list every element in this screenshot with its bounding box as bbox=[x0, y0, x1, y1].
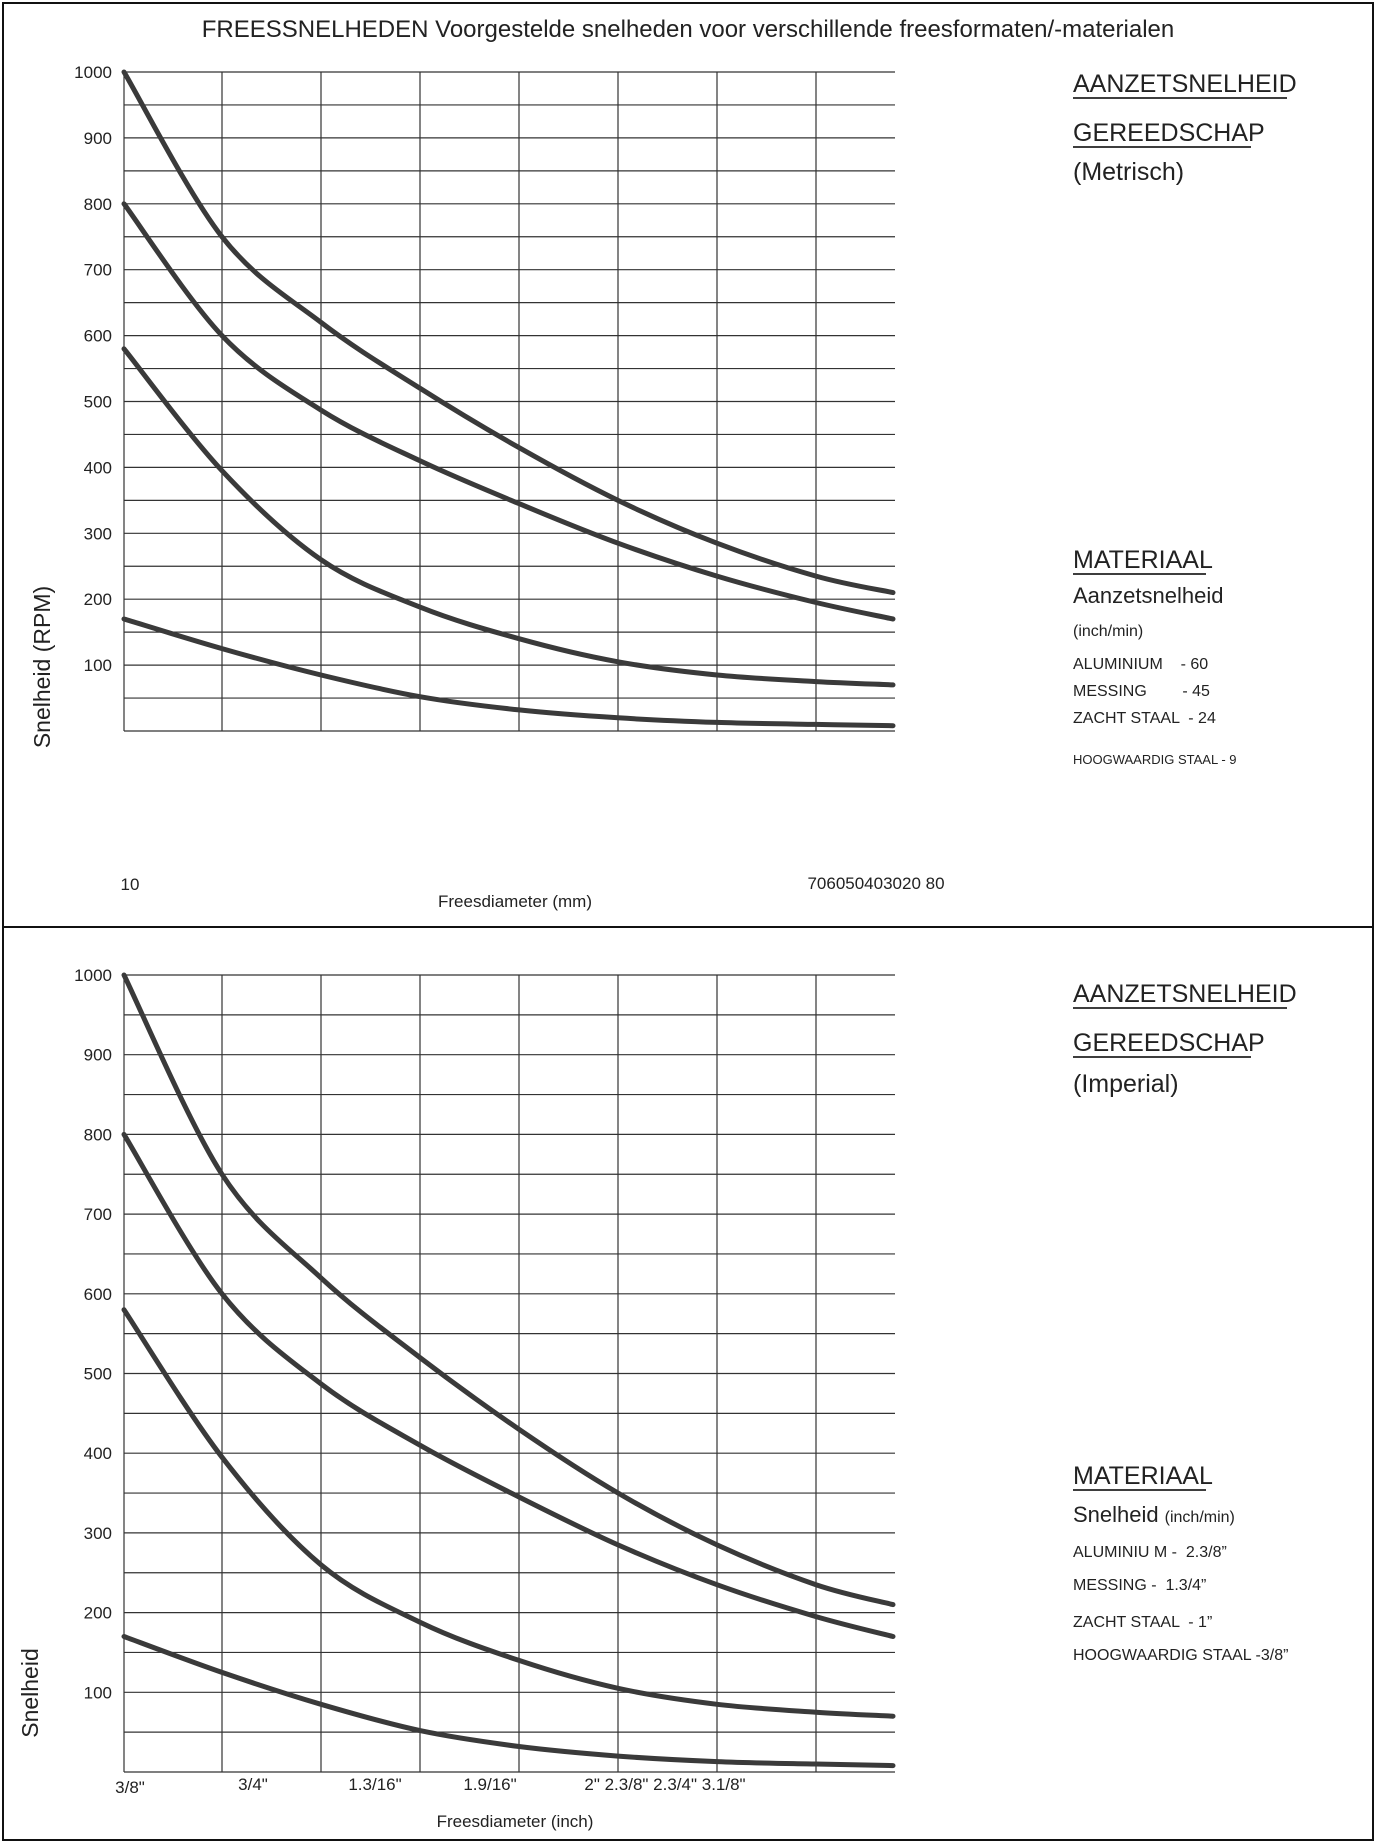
imperial-series-line-1 bbox=[121, 972, 896, 1608]
metric-legend-title: MATERIAAL bbox=[1073, 546, 1213, 574]
imperial-series-line-2 bbox=[121, 1131, 896, 1639]
metric-y-tick-label: 1000 bbox=[74, 63, 112, 82]
imperial-legend-aluminium: ALUMINIU M - 2.3/8” bbox=[1073, 1544, 1227, 1561]
metric-y-tick-label: 700 bbox=[84, 261, 112, 280]
imperial-x-tick-3-4: 3/4" bbox=[238, 1775, 268, 1794]
metric-heading-tool: GEREEDSCHAP bbox=[1073, 119, 1265, 147]
imperial-legend-unit: (inch/min) bbox=[1165, 1509, 1235, 1526]
metric-heading-feed-rate: AANZETSNELHEID bbox=[1073, 70, 1297, 98]
imperial-legend-title: MATERIAAL bbox=[1073, 1462, 1213, 1490]
imperial-y-tick-label: 800 bbox=[84, 1125, 112, 1144]
metric-unit-label: (Metrisch) bbox=[1073, 158, 1184, 186]
metric-legend-unit: (inch/min) bbox=[1073, 623, 1143, 640]
metric-y-tick-label: 100 bbox=[84, 656, 112, 675]
metric-y-axis-label: Snelheid (RPM) bbox=[29, 586, 55, 748]
imperial-x-tick-1-9-16: 1.9/16" bbox=[463, 1775, 516, 1794]
imperial-unit-label: (Imperial) bbox=[1073, 1070, 1179, 1098]
metric-y-tick-label: 300 bbox=[84, 524, 112, 543]
imperial-x-tick-group: 2" 2.3/8" 2.3/4" 3.1/8" bbox=[584, 1775, 745, 1794]
metric-x-tick-group: 706050403020 80 bbox=[807, 874, 944, 893]
imperial-y-ticks: 1000 900 800 700 600 500 400 300 200 100 bbox=[74, 966, 112, 1702]
metric-legend-subtitle: Aanzetsnelheid bbox=[1073, 583, 1223, 608]
imperial-series-line-3 bbox=[121, 1307, 896, 1719]
imperial-legend-tool-steel: HOOGWAARDIG STAAL -3/8” bbox=[1073, 1647, 1288, 1664]
imperial-x-tick-1-3-16: 1.3/16" bbox=[348, 1775, 401, 1794]
metric-series-line-3 bbox=[121, 346, 896, 688]
metric-y-ticks: 1000 900 800 700 600 500 400 300 200 100 bbox=[74, 63, 112, 675]
metric-y-tick-label: 900 bbox=[84, 129, 112, 148]
imperial-chart-panel: 1000 900 800 700 600 500 400 300 200 100 3/8" 3/4… bbox=[17, 966, 1297, 1831]
metric-y-tick-label: 400 bbox=[84, 458, 112, 477]
imperial-y-tick-label: 1000 bbox=[74, 966, 112, 985]
imperial-x-tick-3-8: 3/8" bbox=[115, 1778, 145, 1797]
imperial-y-tick-label: 100 bbox=[84, 1683, 112, 1702]
metric-series-line-4 bbox=[121, 616, 896, 729]
metric-y-tick-label: 500 bbox=[84, 393, 112, 412]
imperial-grid bbox=[123, 974, 895, 1773]
imperial-y-tick-label: 900 bbox=[84, 1046, 112, 1065]
metric-legend-mild-steel: ZACHT STAAL - 24 bbox=[1073, 710, 1216, 727]
imperial-speed-curves bbox=[121, 972, 896, 1769]
chart-title: FREESSNELHEDEN Voorgestelde snelheden vo… bbox=[202, 16, 1174, 43]
metric-y-tick-label: 200 bbox=[84, 590, 112, 609]
imperial-y-tick-label: 500 bbox=[84, 1365, 112, 1384]
imperial-y-tick-label: 300 bbox=[84, 1524, 112, 1543]
imperial-legend-subtitle: Snelheid (inch/min) bbox=[1073, 1502, 1235, 1527]
imperial-y-tick-label: 600 bbox=[84, 1285, 112, 1304]
metric-speed-curves bbox=[121, 69, 896, 729]
imperial-y-tick-label: 700 bbox=[84, 1205, 112, 1224]
metric-y-tick-label: 800 bbox=[84, 195, 112, 214]
imperial-y-tick-label: 200 bbox=[84, 1604, 112, 1623]
imperial-y-tick-label: 400 bbox=[84, 1444, 112, 1463]
imperial-heading-feed-rate: AANZETSNELHEID bbox=[1073, 980, 1297, 1008]
metric-series-line-2 bbox=[121, 201, 896, 622]
imperial-legend-brass: MESSING - 1.3/4” bbox=[1073, 1577, 1206, 1594]
metric-x-axis-label: Freesdiameter (mm) bbox=[438, 892, 592, 911]
imperial-legend-subtitle-word: Snelheid bbox=[1073, 1502, 1159, 1527]
metric-y-tick-label: 600 bbox=[84, 327, 112, 346]
metric-legend-tool-steel: HOOGWAARDIG STAAL - 9 bbox=[1073, 752, 1236, 767]
imperial-x-axis-label: Freesdiameter (inch) bbox=[437, 1812, 594, 1831]
metric-grid bbox=[123, 71, 895, 732]
metric-legend-brass: MESSING - 45 bbox=[1073, 683, 1210, 700]
metric-x-tick-10: 10 bbox=[121, 875, 140, 894]
imperial-heading-tool: GEREEDSCHAP bbox=[1073, 1029, 1265, 1057]
imperial-series-line-4 bbox=[121, 1634, 896, 1769]
metric-series-line-1 bbox=[121, 69, 896, 596]
metric-legend-aluminium: ALUMINIUM - 60 bbox=[1073, 656, 1208, 673]
imperial-legend-mild-steel: ZACHT STAAL - 1” bbox=[1073, 1614, 1212, 1631]
imperial-y-axis-label: Snelheid bbox=[17, 1648, 43, 1738]
metric-chart-panel: 1000 900 800 700 600 500 400 300 200 100 10 70605… bbox=[29, 63, 1297, 911]
